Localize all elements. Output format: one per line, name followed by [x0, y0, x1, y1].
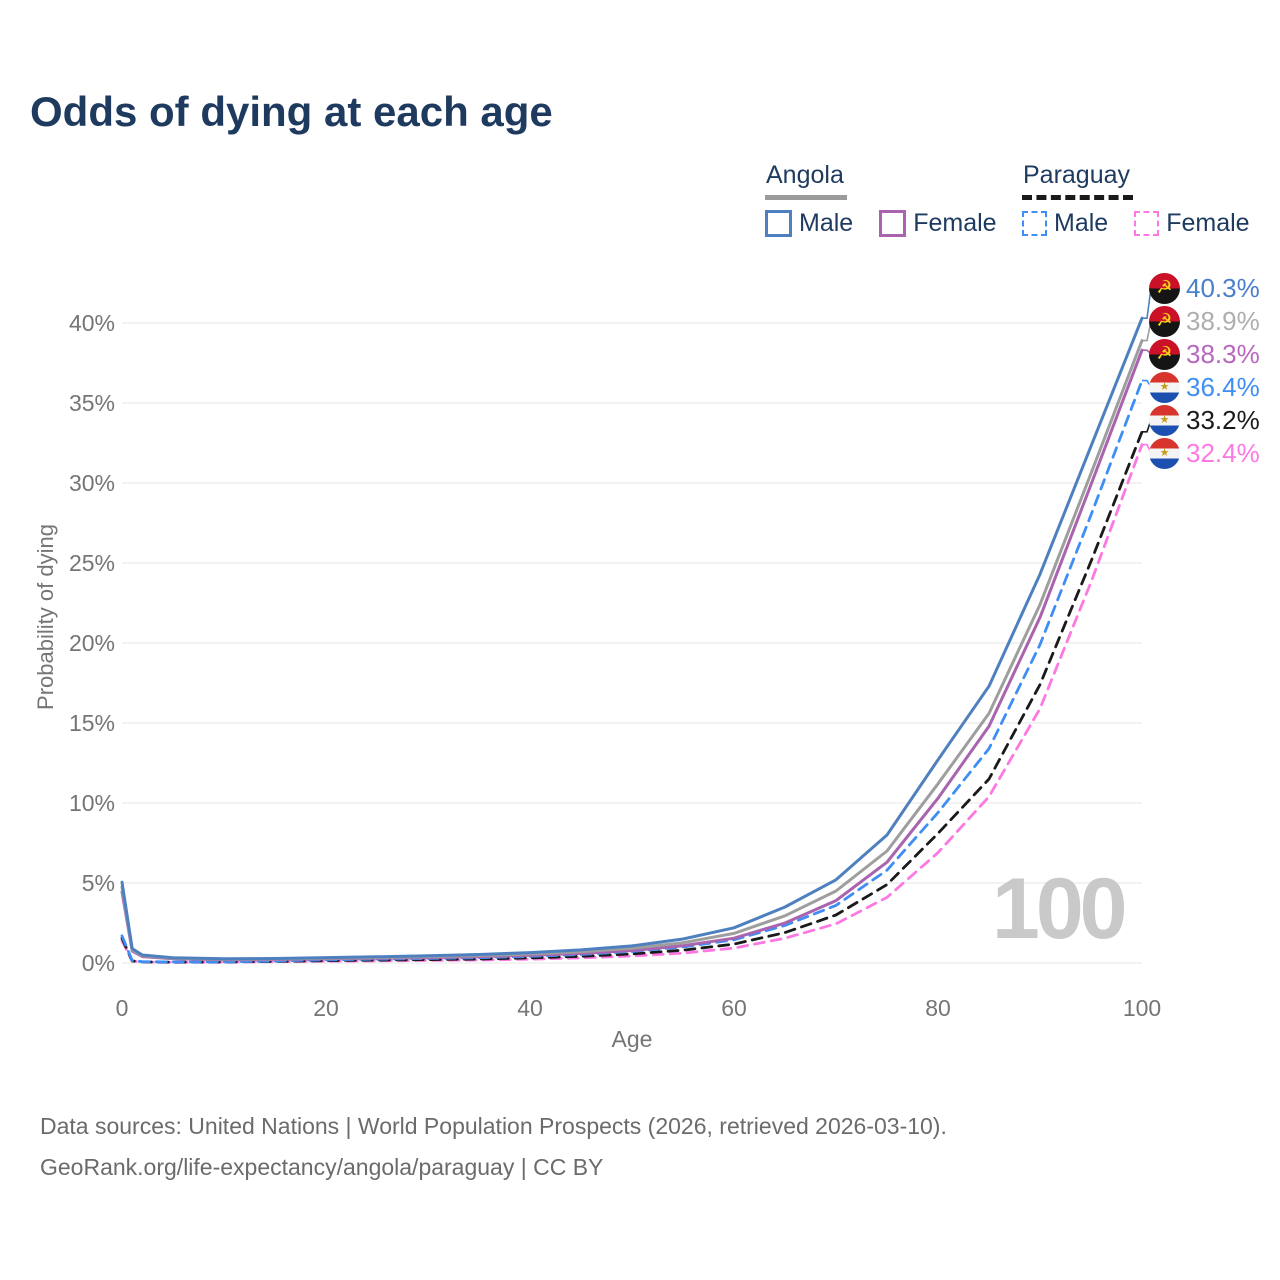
end-label-value: 32.4%: [1186, 437, 1260, 468]
data-source-line: Data sources: United Nations | World Pop…: [40, 1113, 947, 1139]
y-tick-label: 10%: [69, 790, 115, 816]
paraguay-emblem-glyph: ★: [1159, 380, 1170, 393]
legend-item-label: Male: [799, 209, 854, 237]
paraguay-emblem-glyph: ★: [1159, 446, 1170, 459]
legend: Angola Male Female Paraguay Male Female: [765, 160, 1265, 238]
attribution-line: GeoRank.org/life-expectancy/angola/parag…: [40, 1153, 604, 1180]
y-tick-label: 35%: [69, 390, 115, 416]
legend-item-angola-female[interactable]: Female: [879, 209, 997, 238]
y-tick-label: 40%: [69, 310, 115, 336]
angola-male-swatch: [765, 210, 792, 237]
end-label-angola-male: ☭ 40.3%: [1149, 272, 1260, 304]
paraguay-flag-icon: ★: [1149, 404, 1180, 436]
legend-item-label: Female: [913, 209, 997, 237]
series-line-paraguay-both[interactable]: [120, 430, 1144, 964]
legend-country-paraguay[interactable]: Paraguay: [1022, 160, 1134, 200]
legend-item-label: Male: [1054, 209, 1109, 237]
y-tick-label: 0%: [82, 950, 115, 976]
angola-emblem-glyph: ☭: [1156, 310, 1173, 330]
x-tick-label: 20: [313, 995, 339, 1021]
paraguay-flag-icon: ★: [1149, 437, 1180, 469]
angola-emblem-glyph: ☭: [1156, 277, 1173, 297]
series-line-paraguay-male[interactable]: [120, 379, 1144, 964]
x-tick-label: 40: [517, 995, 543, 1021]
x-axis-title: Age: [611, 1026, 653, 1052]
end-label-paraguay-female: ★ 32.4%: [1149, 437, 1260, 469]
angola-flag-icon: ☭: [1149, 305, 1180, 337]
y-tick-label: 5%: [82, 870, 115, 896]
end-label-value: 40.3%: [1186, 272, 1260, 303]
x-tick-label: 100: [1123, 995, 1161, 1021]
angola-emblem-glyph: ☭: [1156, 343, 1173, 363]
series-line-angola-both[interactable]: [120, 339, 1144, 961]
angola-flag-icon: ☭: [1149, 338, 1180, 370]
end-label-paraguay-male: ★ 36.4%: [1149, 371, 1260, 403]
paraguay-male-swatch: [1022, 211, 1047, 236]
paraguay-flag-icon: ★: [1149, 371, 1180, 403]
age-watermark: 100: [992, 861, 1127, 957]
end-label-value: 33.2%: [1186, 404, 1260, 435]
legend-group-paraguay: Paraguay Male Female: [1022, 160, 1265, 238]
y-tick-label: 15%: [69, 710, 115, 736]
series-line-paraguay-female[interactable]: [120, 443, 1144, 964]
angola-flag-icon: ☭: [1149, 272, 1180, 304]
paraguay-emblem-glyph: ★: [1159, 413, 1170, 426]
paraguay-female-swatch: [1134, 211, 1160, 236]
y-tick-label: 20%: [69, 630, 115, 656]
footer: Data sources: United Nations | World Pop…: [40, 1106, 947, 1188]
legend-item-paraguay-female[interactable]: Female: [1134, 209, 1250, 238]
x-tick-label: 60: [721, 995, 747, 1021]
end-label-value: 38.3%: [1186, 338, 1260, 369]
series-line-angola-female[interactable]: [120, 348, 1144, 962]
x-tick-label: 80: [925, 995, 951, 1021]
legend-item-paraguay-male[interactable]: Male: [1022, 209, 1108, 238]
end-label-value: 36.4%: [1186, 371, 1260, 402]
end-label-angola-both: ☭ 38.9%: [1149, 305, 1260, 337]
end-label-paraguay-both: ★ 33.2%: [1149, 404, 1260, 436]
legend-item-label: Female: [1166, 209, 1250, 237]
x-tick-label: 0: [116, 995, 129, 1021]
y-axis-title: Probability of dying: [33, 524, 58, 710]
legend-country-angola[interactable]: Angola: [765, 160, 847, 200]
series-line-angola-male[interactable]: [120, 316, 1144, 961]
y-tick-label: 25%: [69, 550, 115, 576]
end-label-angola-female: ☭ 38.3%: [1149, 338, 1260, 370]
legend-group-angola: Angola Male Female: [765, 160, 1008, 238]
end-label-value: 38.9%: [1186, 305, 1260, 336]
angola-female-swatch: [879, 210, 907, 237]
page-title: Odds of dying at each age: [30, 88, 553, 135]
legend-item-angola-male[interactable]: Male: [765, 209, 853, 238]
y-tick-label: 30%: [69, 470, 115, 496]
